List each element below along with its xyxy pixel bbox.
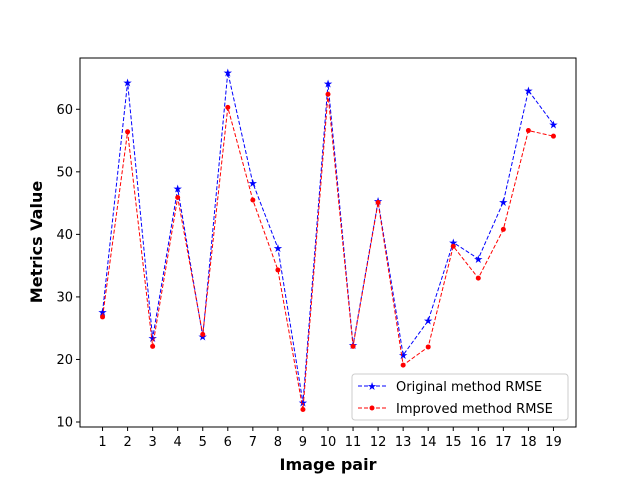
data-point-dot (100, 314, 106, 320)
x-tick-label: 3 (149, 435, 157, 450)
data-point-dot (400, 362, 406, 368)
data-point-dot (525, 128, 531, 134)
data-point-dot (325, 91, 331, 97)
data-point-dot (500, 226, 506, 232)
y-axis-ticks: 10 20 30 40 50 60 (56, 103, 80, 430)
y-tick-label: 20 (56, 353, 73, 368)
legend-dot-improved (369, 405, 375, 411)
x-tick-label: 9 (299, 435, 307, 450)
data-point-star: ★ (498, 196, 508, 209)
x-tick-label: 16 (470, 435, 487, 450)
data-point-star: ★ (398, 349, 408, 362)
x-tick-label: 5 (199, 435, 207, 450)
series-line (102, 72, 554, 403)
data-point-dot (275, 267, 281, 273)
data-point-star: ★ (223, 66, 233, 79)
x-tick-label: 2 (123, 435, 131, 450)
data-point-dot (200, 331, 206, 337)
legend-box (351, 373, 569, 421)
x-axis-label: Image pair (280, 455, 377, 474)
data-point-star: ★ (423, 315, 433, 328)
data-point-dot (150, 343, 156, 349)
series-layer: ★★★★★★★★★★★★★★★★★★★ (98, 66, 559, 412)
x-tick-label: 14 (420, 435, 437, 450)
x-tick-label: 10 (320, 435, 337, 450)
series-improved (100, 91, 556, 412)
legend-label-improved: Improved method RMSE (396, 402, 553, 417)
x-tick-label: 7 (249, 435, 257, 450)
data-point-star: ★ (148, 332, 158, 345)
x-tick-label: 12 (370, 435, 387, 450)
data-point-dot (125, 129, 131, 135)
data-point-dot (225, 104, 231, 110)
data-point-star: ★ (248, 177, 258, 190)
x-tick-label: 13 (395, 435, 412, 450)
x-tick-label: 15 (445, 435, 462, 450)
y-tick-label: 60 (56, 103, 73, 118)
data-point-dot (375, 199, 381, 205)
x-tick-label: 18 (520, 435, 537, 450)
data-point-dot (475, 275, 481, 281)
data-point-star: ★ (98, 306, 108, 319)
data-point-star: ★ (473, 253, 483, 266)
y-tick-label: 50 (56, 165, 73, 180)
data-point-star: ★ (523, 85, 533, 98)
data-point-star: ★ (323, 78, 333, 91)
data-point-dot (550, 133, 556, 139)
y-tick-label: 40 (56, 228, 73, 243)
x-tick-label: 8 (274, 435, 282, 450)
data-point-dot (250, 197, 256, 203)
y-tick-label: 30 (56, 290, 73, 305)
legend-star-original: ★ (367, 380, 377, 393)
x-tick-label: 1 (98, 435, 106, 450)
data-point-dot (450, 243, 456, 249)
data-point-star: ★ (273, 242, 283, 255)
data-point-star: ★ (448, 237, 458, 250)
data-point-star: ★ (173, 183, 183, 196)
y-axis-label: Metrics Value (27, 181, 46, 304)
x-axis-ticks: 1 2 3 4 5 6 7 8 9 10 11 12 13 14 15 16 17 18 19 (98, 427, 562, 450)
x-tick-label: 6 (224, 435, 232, 450)
plot-frame (79, 57, 577, 428)
y-tick-label: 10 (56, 415, 73, 430)
data-point-dot (350, 343, 356, 349)
x-tick-label: 4 (174, 435, 182, 450)
data-point-star: ★ (123, 76, 133, 89)
legend-label-original: Original method RMSE (396, 380, 542, 395)
x-tick-label: 17 (495, 435, 512, 450)
data-point-star: ★ (549, 118, 559, 131)
plot-area (80, 58, 576, 427)
data-point-dot (425, 344, 431, 350)
legend: ★ Original method RMSE Improved method R… (351, 373, 569, 421)
x-tick-label: 11 (345, 435, 362, 450)
data-point-dot (175, 194, 181, 200)
x-tick-label: 19 (545, 435, 562, 450)
data-point-dot (300, 406, 306, 412)
